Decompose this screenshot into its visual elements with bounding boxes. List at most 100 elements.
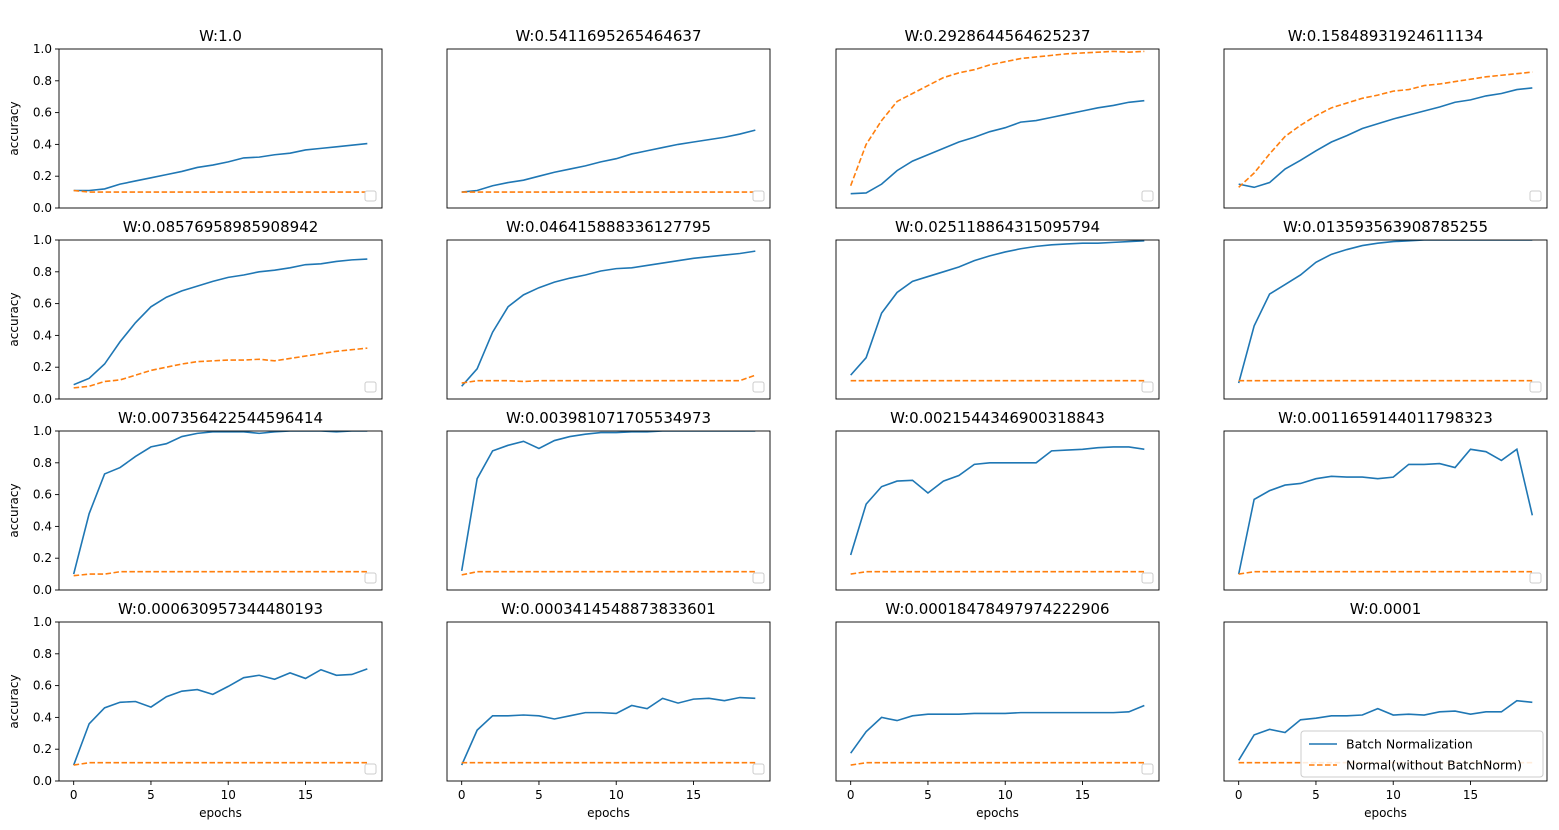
series-line-batch-normalization [1237, 447, 1534, 575]
axes-frame [58, 239, 383, 400]
subplot-1: W:1.0 0.0 0.2 0.4 0.6 0.8 1.0 accuracy [7, 27, 383, 215]
x-tick-label: 10 [1386, 788, 1401, 802]
subplot-title: W:0.15848931924611134 [1288, 27, 1484, 45]
x-tick-label: 0 [70, 788, 78, 802]
series-line-normal [461, 570, 756, 576]
y-tick-label: 0.4 [33, 710, 52, 724]
y-tick-label: 0.6 [33, 106, 52, 120]
empty-legend-box [752, 763, 765, 775]
x-tick-label: 15 [1075, 788, 1090, 802]
axes-frame [446, 48, 771, 209]
subplot-title: W:0.08576958985908942 [123, 218, 319, 236]
y-tick-label: 0.0 [33, 774, 52, 788]
y-tick-label: 1.0 [33, 615, 52, 629]
x-tick-label: 10 [221, 788, 236, 802]
series-line-batch-normalization [1237, 240, 1533, 384]
subplot-11: W:0.0021544346900318843 [835, 409, 1160, 591]
subplot-title: W:0.000630957344480193 [118, 600, 323, 618]
y-axis-label: accuracy [7, 101, 21, 155]
x-tick-label: 0 [1235, 788, 1243, 802]
legend: Batch Normalization Normal(without BatchN… [1300, 730, 1544, 778]
y-axis-label: accuracy [7, 674, 21, 728]
empty-legend-box [752, 381, 765, 393]
x-axis-label: epochs [1364, 806, 1407, 820]
subplot-16: W:0.0001 0 5 10 15 epochs Batch Normalization N… [1223, 600, 1548, 820]
series-line-normal [73, 189, 368, 193]
axes-frame [835, 430, 1160, 591]
axes-frame [835, 48, 1160, 209]
x-axis-label: epochs [587, 806, 630, 820]
subplot-9: W:0.007356422544596414 0.0 0.2 0.4 0.6 0.8 1.0… [7, 409, 383, 597]
series-line-batch-normalization [72, 668, 368, 766]
legend-label: Normal(without BatchNorm) [1346, 758, 1522, 773]
subplot-title: W:1.0 [199, 27, 242, 45]
axes-frame [446, 621, 771, 782]
x-tick-label: 5 [1312, 788, 1320, 802]
series-line-normal [850, 570, 1145, 575]
series-line-normal [1238, 71, 1533, 188]
y-tick-label: 0.8 [33, 456, 52, 470]
axes-frame [1223, 48, 1548, 209]
series-line-batch-normalization [460, 696, 756, 766]
axes-frame [835, 621, 1160, 782]
empty-legend-box [1141, 190, 1154, 202]
subplot-title: W:0.003981071705534973 [506, 409, 711, 427]
axes-frame [58, 621, 383, 782]
empty-legend-box [1141, 381, 1154, 393]
subplot-title: W:0.0003414548873833601 [501, 600, 716, 618]
empty-legend-box [364, 190, 377, 202]
y-tick-label: 0.8 [33, 74, 52, 88]
series-line-normal [73, 347, 368, 389]
series-line-batch-normalization [73, 258, 368, 386]
subplot-title: W:0.013593563908785255 [1283, 218, 1488, 236]
series-line-normal [73, 761, 368, 766]
series-line-normal [850, 761, 1145, 766]
x-axis-label: epochs [199, 806, 242, 820]
empty-legend-box [1529, 572, 1542, 584]
legend-box [1300, 730, 1544, 778]
subplot-14: W:0.0003414548873833601 0 5 10 15 epochs [446, 600, 771, 820]
x-tick-label: 5 [535, 788, 543, 802]
series-line-batch-normalization [850, 704, 1145, 754]
axes-frame [1223, 430, 1548, 591]
y-tick-label: 0.6 [33, 488, 52, 502]
y-tick-label: 1.0 [33, 233, 52, 247]
x-tick-label: 0 [458, 788, 466, 802]
y-tick-label: 0.2 [33, 169, 52, 183]
empty-legend-box [752, 572, 765, 584]
series-line-batch-normalization [72, 431, 368, 575]
axes-frame [1223, 621, 1548, 782]
series-line-normal [1238, 570, 1533, 575]
y-axis-label: accuracy [7, 483, 21, 537]
subplot-4: W:0.15848931924611134 [1223, 27, 1548, 209]
legend-label: Batch Normalization [1346, 737, 1473, 752]
x-axis-label: epochs [976, 806, 1019, 820]
subplot-7: W:0.025118864315095794 [835, 218, 1160, 400]
y-tick-label: 1.0 [33, 42, 52, 56]
subplot-2: W:0.5411695265464637 [446, 27, 771, 209]
subplot-title: W:0.0001 [1350, 600, 1422, 618]
y-tick-label: 0.0 [33, 201, 52, 215]
subplot-title: W:0.007356422544596414 [118, 409, 323, 427]
empty-legend-box [1529, 190, 1542, 202]
subplot-3: W:0.2928644564625237 [835, 27, 1160, 209]
y-tick-label: 0.4 [33, 137, 52, 151]
subplot-title: W:0.025118864315095794 [895, 218, 1100, 236]
series-line-normal [849, 50, 1145, 187]
axes-frame [58, 430, 383, 591]
empty-legend-box [364, 572, 377, 584]
y-tick-label: 1.0 [33, 424, 52, 438]
x-tick-label: 5 [924, 788, 932, 802]
axes-frame [446, 239, 771, 400]
x-tick-label: 15 [686, 788, 701, 802]
axes-frame [835, 239, 1160, 400]
empty-legend-box [752, 190, 765, 202]
y-tick-label: 0.2 [33, 360, 52, 374]
subplot-title: W:0.5411695265464637 [515, 27, 701, 45]
axes-frame [58, 48, 383, 209]
y-axis-label: accuracy [7, 292, 21, 346]
series-line-normal [461, 374, 756, 384]
subplot-6: W:0.046415888336127795 [446, 218, 771, 400]
x-tick-label: 15 [298, 788, 313, 802]
